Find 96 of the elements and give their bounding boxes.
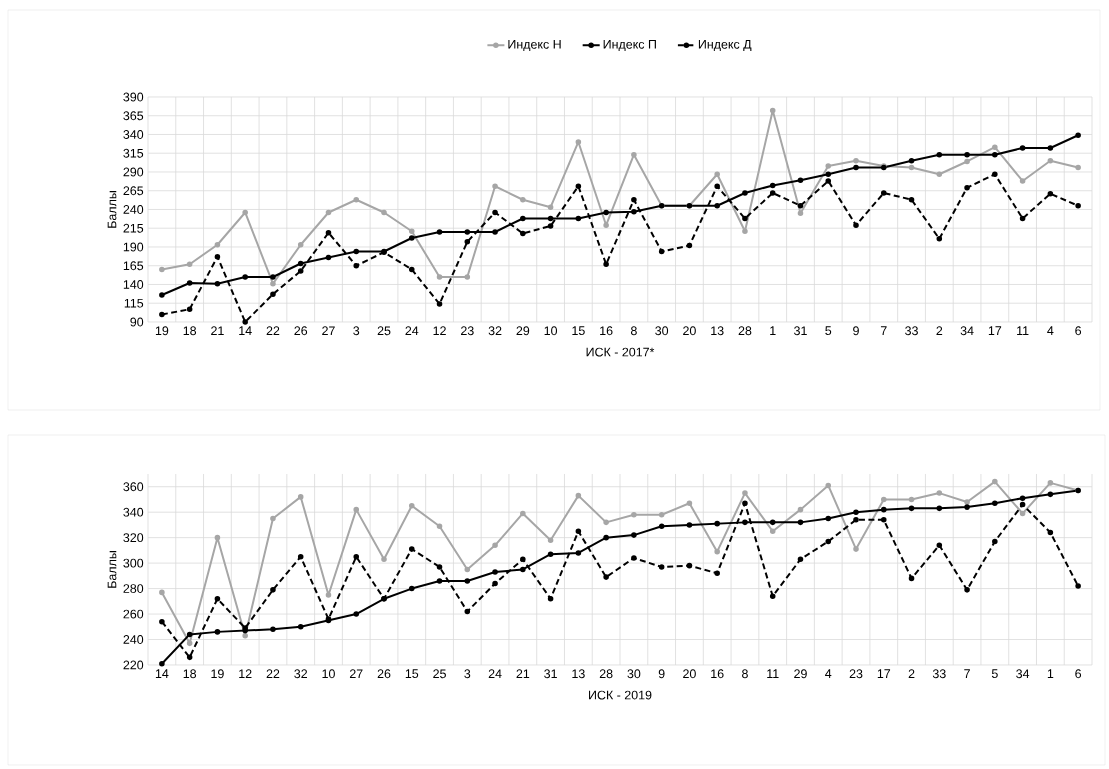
legend-label: Индекс П [603,40,656,52]
x-tick-label: 14 [239,326,252,335]
y-tick-label: 315 [123,148,144,158]
legend-label: Индекс Н [508,40,561,52]
x-tick-label: 5 [991,669,998,679]
x-tick-label: 33 [905,326,918,336]
x-tick-label: 31 [544,669,557,679]
x-tick-label: 2 [936,326,943,336]
x-tick-label: 34 [960,326,974,336]
x-tick-label: 20 [683,326,696,336]
x-tick-label: 22 [266,669,280,679]
x-tick-label: 3 [353,326,360,336]
x-axis-title: ИСК - 2017* [586,347,655,357]
x-tick-label: 30 [655,326,669,336]
y-tick-label: 365 [123,111,144,121]
x-tick-label: 31 [794,326,807,336]
x-tick-label: 3 [464,669,471,679]
y-tick-label: 280 [123,584,144,593]
x-tick-label: 6 [1075,326,1082,336]
x-tick-label: 12 [433,326,446,336]
x-tick-label: 20 [683,669,696,679]
y-tick-label: 115 [124,298,144,308]
x-tick-label: 24 [488,669,502,679]
x-tick-label: 19 [155,326,169,336]
x-tick-label: 7 [880,326,887,335]
y-tick-label: 240 [123,205,144,214]
x-tick-label: 15 [405,669,419,679]
x-tick-label: 26 [294,326,308,336]
x-tick-label: 23 [461,326,474,336]
x-tick-label: 33 [932,669,946,679]
x-tick-label: 19 [211,669,224,679]
y-tick-label: 220 [123,660,144,670]
x-tick-label: 18 [183,326,197,336]
x-tick-label: 24 [405,326,419,336]
x-tick-label: 29 [794,669,807,679]
x-tick-label: 28 [599,669,613,679]
x-axis-title: ИСК - 2019 [589,690,652,700]
y-tick-label: 340 [123,130,144,139]
x-tick-label: 9 [853,326,859,336]
y-tick-label: 340 [123,507,144,517]
y-axis-title: Баллы [107,191,117,228]
x-tick-label: 16 [711,669,724,679]
y-tick-label: 215 [123,223,144,233]
y-tick-label: 390 [123,92,144,102]
x-tick-label: 10 [544,326,558,336]
x-tick-label: 15 [572,326,585,336]
x-tick-label: 21 [516,669,530,679]
x-tick-label: 13 [572,669,585,679]
x-tick-label: 11 [1017,326,1029,335]
x-tick-label: 8 [630,326,637,336]
x-tick-label: 6 [1075,669,1082,679]
y-tick-label: 290 [123,167,144,177]
y-tick-label: 260 [123,609,144,619]
x-tick-label: 17 [988,326,1002,335]
x-tick-label: 34 [1016,669,1030,679]
y-tick-label: 140 [123,280,144,289]
x-tick-label: 4 [825,669,832,678]
x-tick-label: 8 [742,669,748,679]
x-tick-label: 10 [322,669,335,679]
x-tick-label: 7 [964,669,970,678]
legend-label: Индекс Д [698,40,752,52]
x-tick-label: 5 [825,326,832,336]
x-tick-label: 30 [627,669,641,679]
y-tick-label: 90 [130,317,144,327]
x-tick-label: 29 [516,326,530,336]
x-tick-label: 2 [908,669,915,679]
y-tick-label: 190 [123,242,144,252]
x-tick-label: 1 [1047,669,1054,678]
x-tick-label: 32 [488,326,502,336]
x-tick-label: 22 [266,326,280,336]
y-tick-label: 240 [123,635,144,644]
x-tick-label: 25 [377,326,391,336]
y-axis-title: Баллы [107,551,117,588]
x-tick-label: 28 [738,326,752,336]
x-tick-label: 13 [711,326,724,336]
x-tick-label: 12 [239,669,252,679]
x-tick-label: 14 [155,669,169,678]
x-tick-label: 1 [770,326,776,335]
x-tick-label: 9 [658,669,665,679]
x-tick-label: 32 [294,669,308,679]
y-tick-label: 360 [123,482,144,492]
y-tick-label: 165 [123,261,144,271]
x-tick-label: 18 [183,669,197,679]
y-tick-label: 320 [123,533,144,543]
x-tick-label: 27 [349,669,363,679]
x-tick-label: 21 [211,326,224,336]
x-tick-label: 23 [849,669,863,679]
x-tick-label: 11 [767,669,779,678]
x-tick-label: 27 [322,326,335,336]
y-tick-label: 300 [123,558,144,568]
x-tick-label: 16 [600,326,613,336]
y-tick-label: 265 [123,186,144,196]
x-tick-label: 4 [1047,326,1054,335]
x-tick-label: 26 [377,669,391,679]
x-tick-label: 25 [433,669,446,679]
x-tick-label: 17 [877,669,891,678]
